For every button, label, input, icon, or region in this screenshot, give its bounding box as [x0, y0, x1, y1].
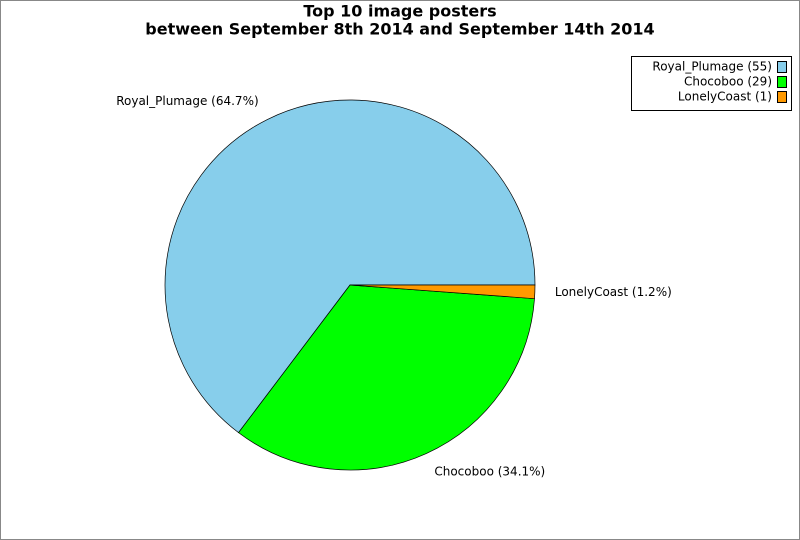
slice-label: Chocoboo (34.1%): [434, 464, 545, 478]
pie-slice: [349, 284, 536, 300]
legend-label: LonelyCoast (1): [678, 90, 772, 104]
legend-label: Royal_Plumage (55): [652, 60, 772, 74]
legend-swatch: [777, 76, 787, 88]
legend-box: [631, 56, 792, 111]
legend-swatch: [777, 91, 787, 103]
pie-slice: [164, 99, 536, 434]
pie-slice: [238, 284, 535, 471]
chart-title: Top 10 image posters: [303, 2, 496, 21]
chart-subtitle: between September 8th 2014 and September…: [145, 20, 654, 39]
slice-label: Royal_Plumage (64.7%): [116, 94, 258, 108]
legend-swatch: [777, 61, 787, 73]
legend-label: Chocoboo (29): [684, 75, 772, 89]
slice-label: LonelyCoast (1.2%): [555, 285, 672, 299]
